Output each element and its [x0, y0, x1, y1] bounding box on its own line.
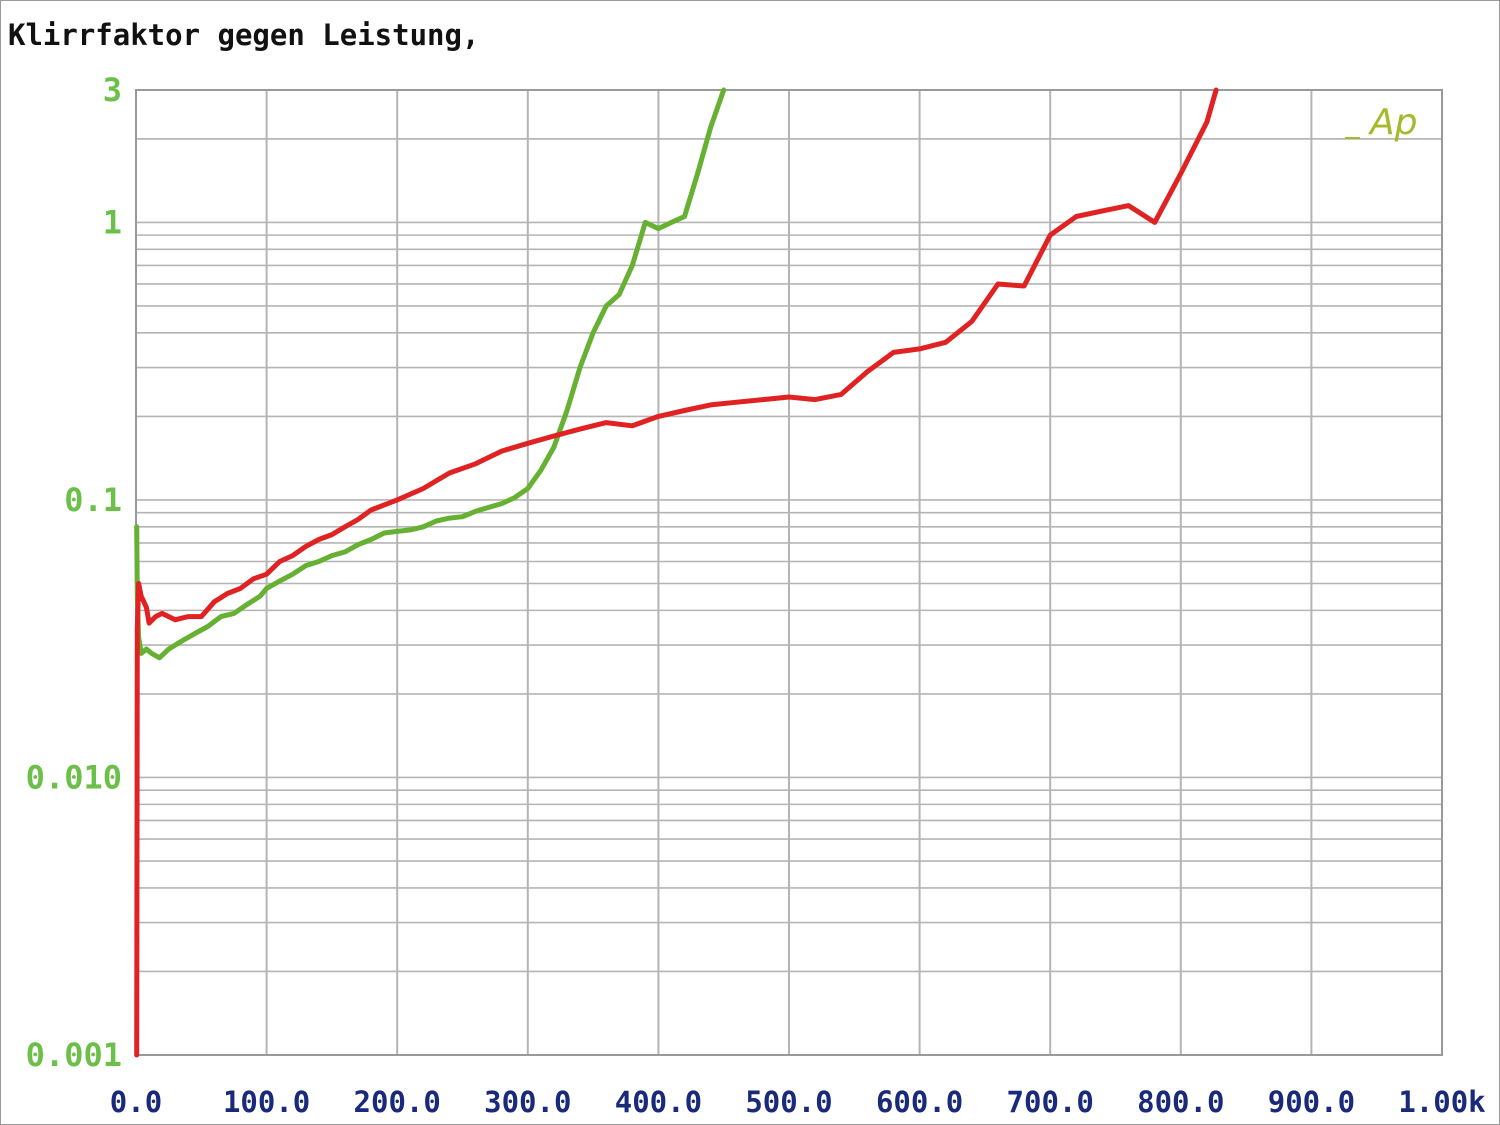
ap-logo: Ap	[1368, 102, 1417, 143]
grid	[135, 89, 1443, 1056]
x-tick-label: 200.0	[354, 1085, 441, 1119]
x-tick-label: 500.0	[745, 1085, 832, 1119]
y-tick-label: 3	[103, 71, 122, 109]
series-line-red	[134, 87, 1219, 1058]
x-tick-label: 600.0	[876, 1085, 963, 1119]
y-tick-label: 0.010	[26, 758, 122, 796]
x-tick-labels: 0.0 100.0 200.0 300.0 400.0 500.0 600.0 700.0 80…	[110, 1085, 1486, 1119]
x-tick-label: 1.00k	[1398, 1085, 1485, 1119]
y-tick-labels: 3 1 0.1 0.010 0.001	[26, 71, 122, 1074]
y-tick-label: 0.001	[26, 1036, 122, 1074]
x-tick-label: 100.0	[223, 1085, 310, 1119]
x-tick-label: 700.0	[1007, 1085, 1094, 1119]
chart-title: Klirrfaktor gegen Leistung,	[8, 18, 480, 52]
series-line-green	[134, 87, 727, 661]
x-tick-label: 300.0	[484, 1085, 571, 1119]
x-tick-label: 800.0	[1137, 1085, 1224, 1119]
y-tick-label: 0.1	[64, 481, 122, 519]
series-lines	[134, 87, 1219, 1058]
y-tick-label: 1	[103, 203, 122, 241]
x-tick-label: 400.0	[615, 1085, 702, 1119]
x-tick-label: 0.0	[110, 1085, 162, 1119]
x-tick-label: 900.0	[1268, 1085, 1355, 1119]
